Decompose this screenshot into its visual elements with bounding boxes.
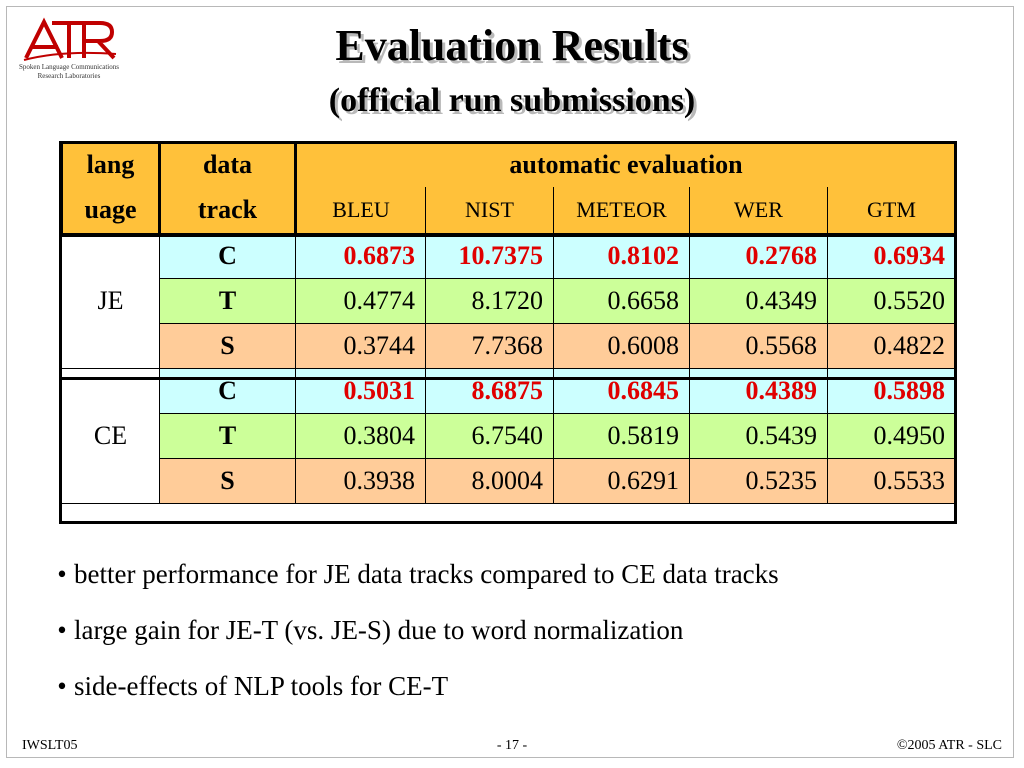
automatic-evaluation-header: automatic evaluation bbox=[295, 142, 956, 187]
table-row-je-t: T 0.4774 8.1720 0.6658 0.4349 0.5520 bbox=[62, 278, 956, 324]
bleu-cell: 0.4774 bbox=[295, 278, 426, 324]
language-cell-ce: CE bbox=[61, 368, 160, 504]
bleu-cell: 0.3938 bbox=[295, 458, 426, 504]
slide-frame bbox=[6, 6, 1014, 758]
logo-subtitle-line1: Spoken Language Communications bbox=[19, 63, 119, 71]
gtm-cell: 0.5533 bbox=[827, 458, 956, 504]
header-row-bottom: uage track BLEU NIST METEOR WER GTM bbox=[60, 187, 956, 234]
gtm-cell: 0.4950 bbox=[827, 413, 956, 459]
meteor-cell: 0.8102 bbox=[553, 233, 690, 279]
meteor-cell: 0.5819 bbox=[553, 413, 690, 459]
list-item: • large gain for JE-T (vs. JE-S) due to w… bbox=[50, 616, 779, 644]
meteor-cell: 0.6658 bbox=[553, 278, 690, 324]
metric-header-nist: NIST bbox=[425, 187, 554, 234]
meteor-cell: 0.6845 bbox=[553, 368, 690, 414]
bullet-text: side-effects of NLP tools for CE-T bbox=[74, 671, 449, 701]
list-item: • better performance for JE data tracks c… bbox=[50, 559, 779, 589]
list-item: • side-effects of NLP tools for CE-T bbox=[50, 672, 779, 700]
gtm-cell: 0.6934 bbox=[827, 233, 956, 279]
wer-cell: 0.5235 bbox=[689, 458, 828, 504]
nist-cell: 8.0004 bbox=[425, 458, 554, 504]
metric-header-gtm: GTM bbox=[827, 187, 956, 234]
nist-cell: 10.7375 bbox=[425, 233, 554, 279]
bullet-icon: • bbox=[57, 671, 67, 701]
bullet-icon: • bbox=[57, 559, 67, 589]
track-header-bottom: track bbox=[159, 187, 297, 234]
nist-cell: 8.1720 bbox=[425, 278, 554, 324]
bullet-text: better performance for JE data tracks co… bbox=[74, 559, 779, 589]
bleu-cell: 0.6873 bbox=[295, 233, 426, 279]
results-table: lang data automatic evaluation uage trac… bbox=[60, 142, 956, 504]
header-row-top: lang data automatic evaluation bbox=[60, 142, 956, 187]
table-row-ce-s: S 0.3938 8.0004 0.6291 0.5235 0.5533 bbox=[62, 458, 956, 504]
logo-subtitle-line2: Research Laboratories bbox=[37, 72, 101, 80]
bleu-cell: 0.3804 bbox=[295, 413, 426, 459]
nist-cell: 6.7540 bbox=[425, 413, 554, 459]
slide-subtitle: (official run submissions) bbox=[328, 82, 696, 119]
meteor-cell: 0.6008 bbox=[553, 323, 690, 369]
bleu-cell: 0.5031 bbox=[295, 368, 426, 414]
footer-conference: IWSLT05 bbox=[22, 738, 78, 753]
footer-page-number: - 17 - bbox=[496, 738, 528, 753]
footer-copyright: ©2005 ATR - SLC bbox=[896, 738, 1002, 753]
nist-cell: 8.6875 bbox=[425, 368, 554, 414]
language-header-top: lang bbox=[60, 142, 161, 187]
metric-header-bleu: BLEU bbox=[295, 187, 426, 234]
header-divider bbox=[59, 234, 957, 237]
track-header-top: data bbox=[159, 142, 297, 187]
metric-header-wer: WER bbox=[689, 187, 828, 234]
meteor-cell: 0.6291 bbox=[553, 458, 690, 504]
track-cell: T bbox=[159, 413, 296, 459]
metric-header-meteor: METEOR bbox=[553, 187, 690, 234]
gtm-cell: 0.5898 bbox=[827, 368, 956, 414]
table-row-ce-c: CE C 0.5031 8.6875 0.6845 0.4389 0.5898 bbox=[61, 368, 956, 504]
wer-cell: 0.5568 bbox=[689, 323, 828, 369]
bullet-icon: • bbox=[57, 615, 67, 645]
atr-logo: Spoken Language Communications Research … bbox=[14, 14, 124, 84]
bleu-cell: 0.3744 bbox=[295, 323, 426, 369]
table-row-je-s: S 0.3744 7.7368 0.6008 0.5568 0.4822 bbox=[62, 323, 956, 369]
bullet-text: large gain for JE-T (vs. JE-S) due to wo… bbox=[74, 615, 684, 645]
wer-cell: 0.2768 bbox=[689, 233, 828, 279]
slide-title: Evaluation Results bbox=[335, 21, 689, 70]
track-cell: C bbox=[159, 233, 296, 279]
wer-cell: 0.4389 bbox=[689, 368, 828, 414]
track-cell: C bbox=[159, 368, 296, 414]
gtm-cell: 0.4822 bbox=[827, 323, 956, 369]
gtm-cell: 0.5520 bbox=[827, 278, 956, 324]
table-row-ce-t: T 0.3804 6.7540 0.5819 0.5439 0.4950 bbox=[62, 413, 956, 459]
track-cell: S bbox=[159, 323, 296, 369]
wer-cell: 0.5439 bbox=[689, 413, 828, 459]
language-cell-je: JE bbox=[61, 233, 160, 369]
table-row-je-c: JE C 0.6873 10.7375 0.8102 0.2768 0.6934 bbox=[61, 233, 956, 369]
track-cell: S bbox=[159, 458, 296, 504]
atr-logo-mark bbox=[23, 17, 117, 61]
bullet-list: • better performance for JE data tracks c… bbox=[50, 559, 779, 728]
nist-cell: 7.7368 bbox=[425, 323, 554, 369]
language-header-bottom: uage bbox=[60, 187, 161, 234]
group-divider bbox=[59, 377, 957, 380]
track-cell: T bbox=[159, 278, 296, 324]
wer-cell: 0.4349 bbox=[689, 278, 828, 324]
